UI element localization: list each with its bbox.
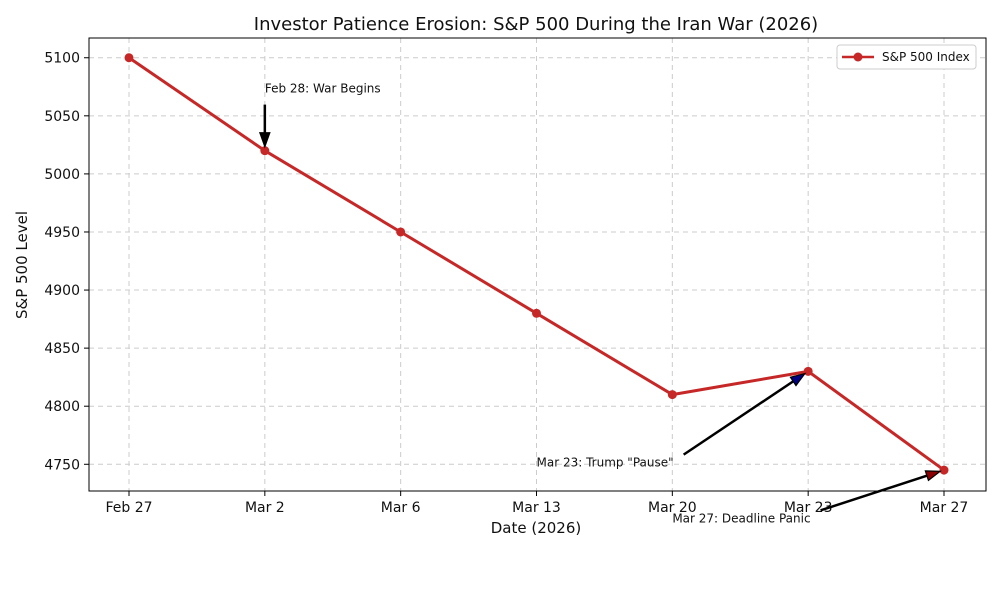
y-tick-label: 5000 [44, 167, 80, 183]
annotation-label: Feb 28: War Begins [265, 82, 381, 96]
data-point [939, 465, 949, 475]
annotation-arrow-head [924, 470, 942, 482]
y-tick-label: 4750 [44, 457, 80, 473]
annotation-label: Mar 23: Trump "Pause" [537, 456, 674, 470]
grid [89, 38, 986, 491]
annotation-arrow-shaft [682, 380, 794, 456]
x-tick-label: Feb 27 [105, 500, 152, 516]
data-point [260, 146, 270, 156]
data-point [532, 308, 541, 318]
x-tick-label: Mar 13 [512, 500, 561, 516]
legend-marker [853, 52, 863, 62]
legend-box [836, 44, 977, 70]
y-tick-label: 5050 [44, 109, 80, 125]
data-point [124, 53, 134, 63]
x-tick-label: Mar 27 [920, 500, 969, 516]
y-axis-label: S&P 500 Level [13, 211, 31, 319]
series [124, 53, 949, 475]
annotation-arrow-head [258, 132, 271, 149]
data-point [803, 366, 813, 376]
plot-area [88, 37, 987, 492]
y-tick-label: 4850 [44, 341, 80, 357]
annotation-arrow-shaft [820, 474, 928, 512]
y-axis: 4750 4800 4850 4900 4950 5000 5050 5100 [44, 51, 89, 473]
legend: S&P 500 Index [836, 44, 977, 70]
legend-entry-label: S&P 500 Index [882, 50, 970, 64]
x-axis-label: Date (2026) [491, 519, 582, 537]
x-tick-label: Mar 2 [245, 500, 285, 516]
data-point [667, 390, 677, 400]
chart-title: Investor Patience Erosion: S&P 500 Durin… [254, 14, 818, 35]
y-tick-label: 4800 [44, 399, 80, 415]
annotation-label: Mar 27: Deadline Panic [672, 511, 810, 525]
data-point [396, 227, 406, 237]
annotation-arrow-head [789, 372, 807, 387]
y-tick-label: 5100 [44, 51, 80, 67]
x-tick-label: Mar 20 [648, 500, 697, 516]
x-axis: Feb 27 Mar 2 Mar 6 Mar 13 Mar 20 Mar 23 Mar 27 [105, 491, 968, 516]
y-tick-label: 4900 [44, 283, 80, 299]
x-tick-label: Mar 23 [784, 500, 833, 516]
y-tick-label: 4950 [44, 225, 80, 241]
x-tick-label: Mar 6 [381, 500, 421, 516]
annotations: Feb 28: War Begins Mar 23: Trump "Pause" M… [258, 82, 942, 525]
